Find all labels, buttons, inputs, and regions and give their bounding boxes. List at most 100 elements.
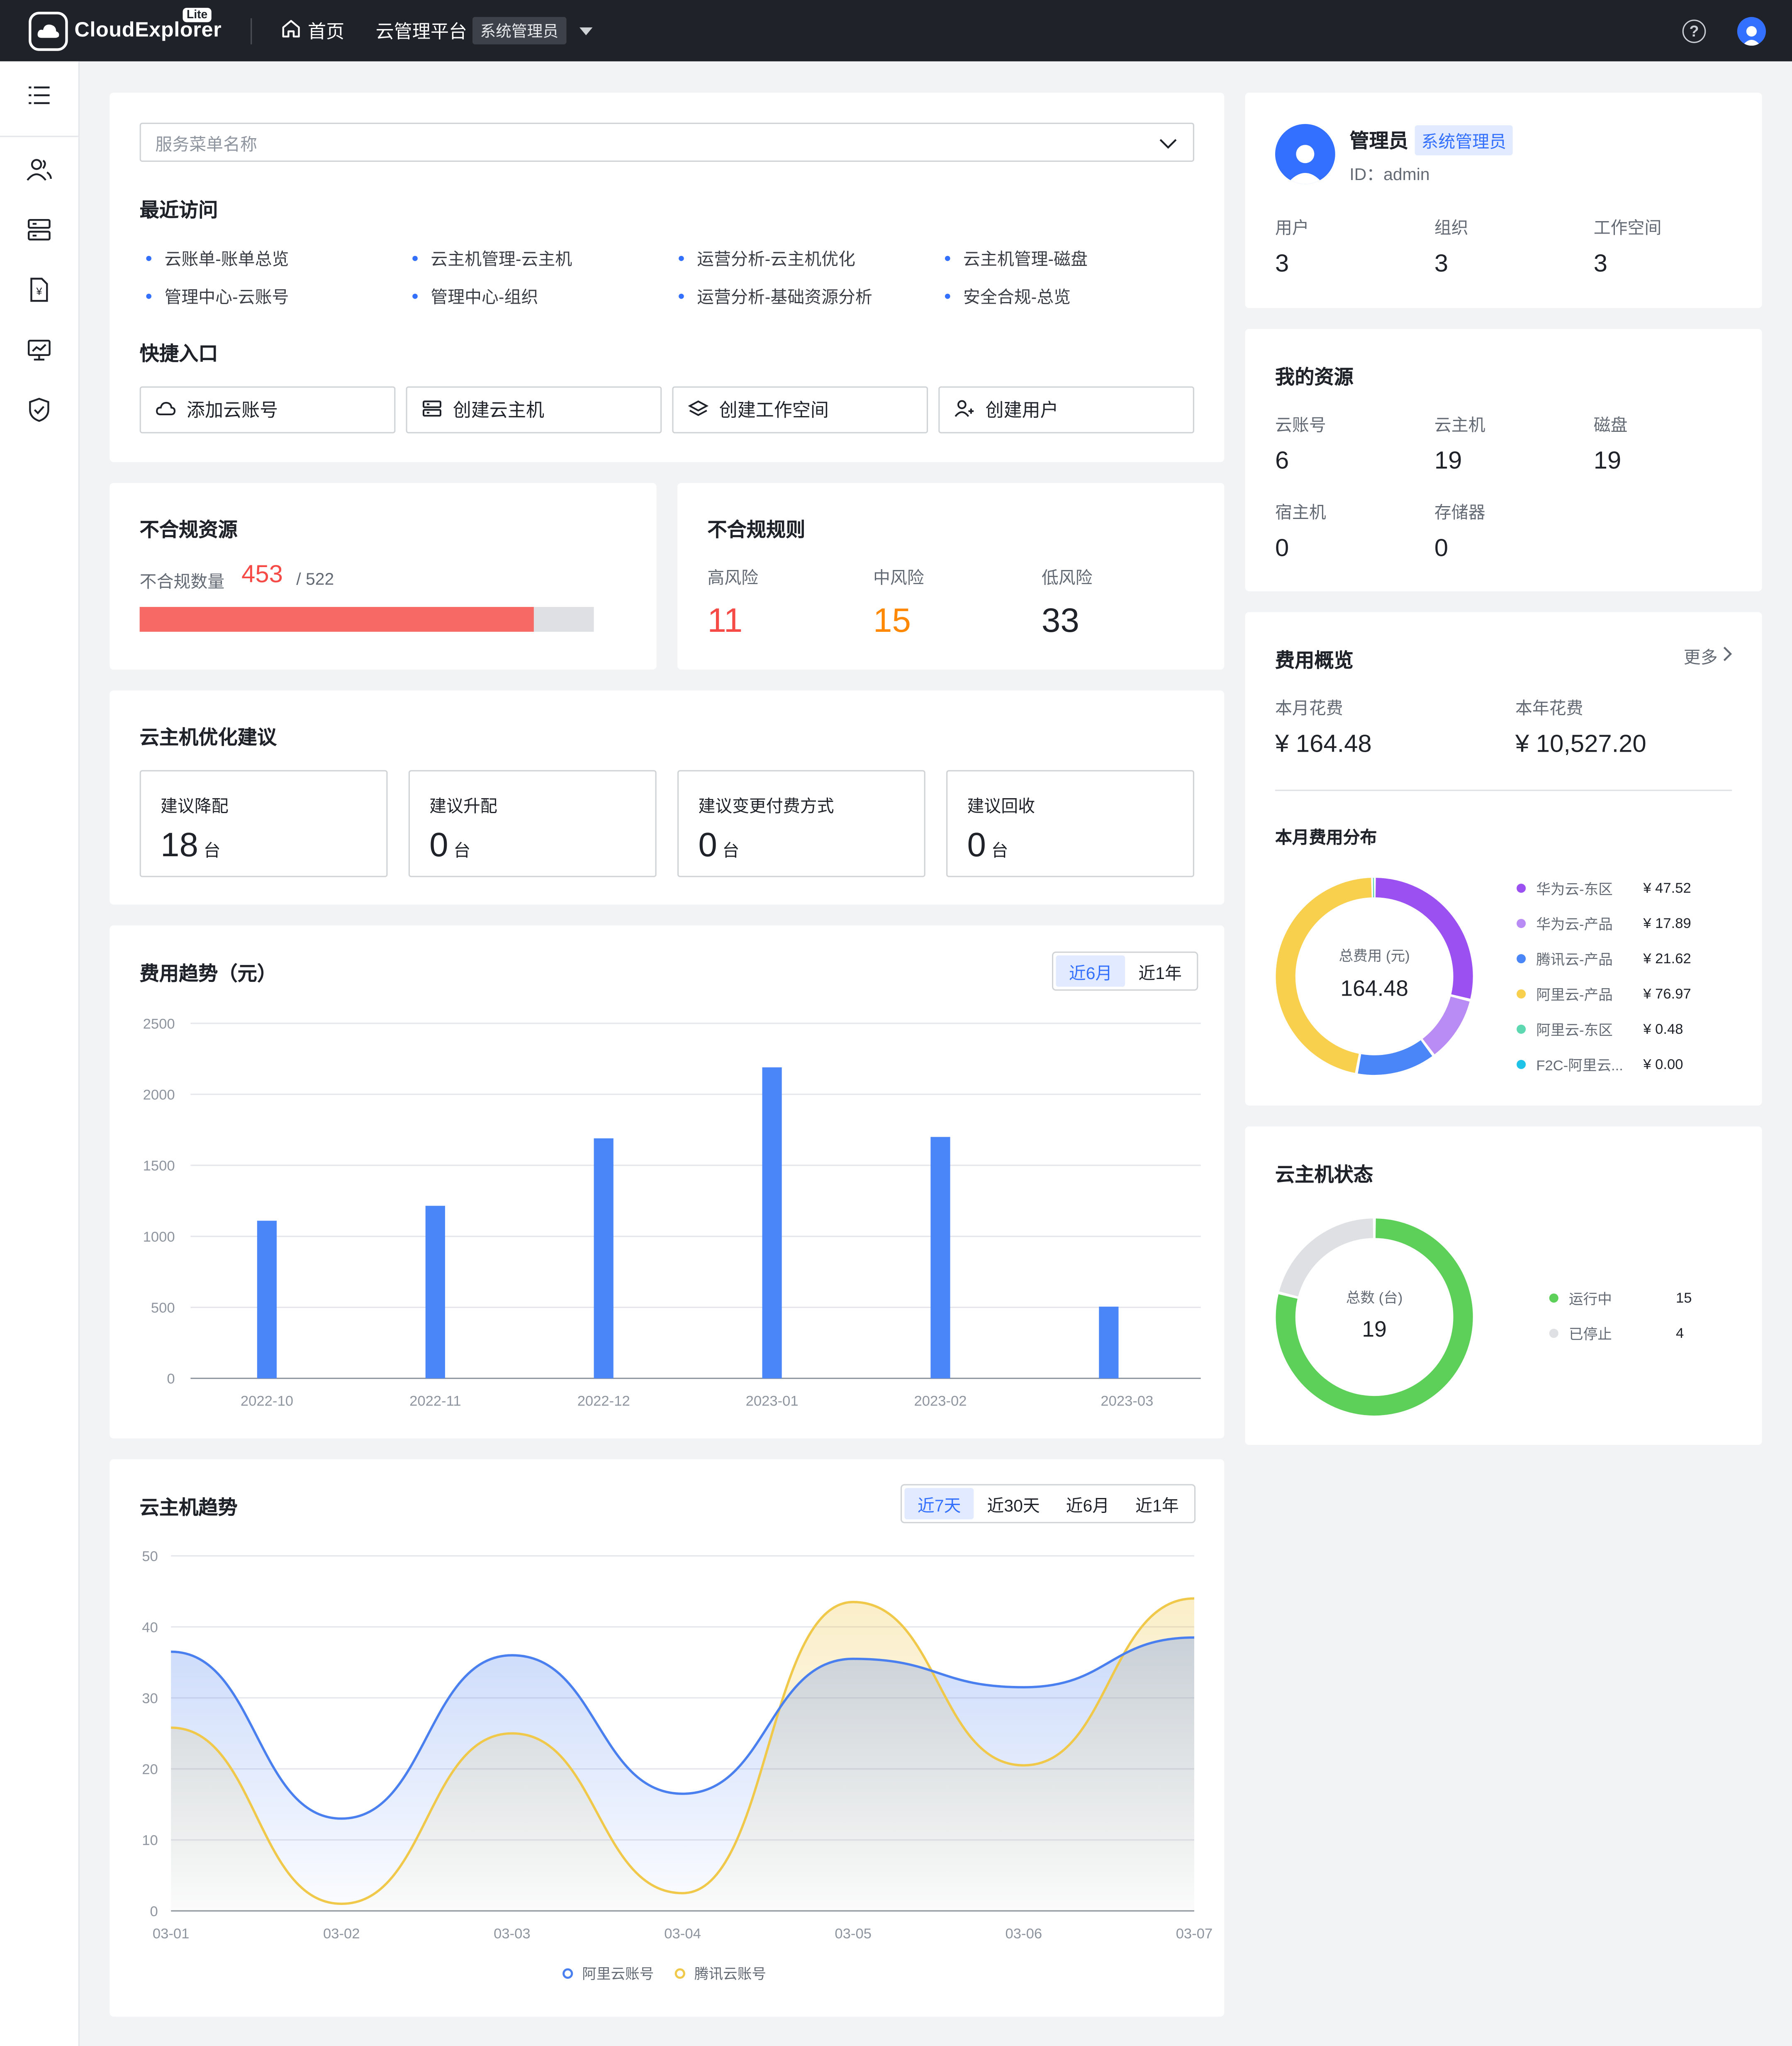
y-tick-label: 0 xyxy=(167,1371,175,1387)
legend-item[interactable]: 运行中 15 xyxy=(1549,1281,1692,1316)
user-id: ID：admin xyxy=(1349,164,1430,184)
tab-1-year[interactable]: 近1年 xyxy=(1138,962,1182,982)
recent-link[interactable]: 管理中心-云账号 xyxy=(140,283,406,308)
high-risk[interactable]: 高风险 11 xyxy=(707,564,758,641)
y-tick-label: 10 xyxy=(142,1833,158,1849)
menu-toggle[interactable] xyxy=(0,61,78,137)
recent-link[interactable]: 云账单-账单总览 xyxy=(140,246,406,270)
legend-item[interactable]: 阿里云-东区 ¥ 0.48 xyxy=(1517,1011,1691,1047)
bar xyxy=(1099,1306,1119,1379)
bar xyxy=(425,1206,445,1379)
high-risk-value: 11 xyxy=(707,600,743,640)
legend-marker xyxy=(562,1968,573,1979)
stat-workspaces-value: 3 xyxy=(1593,251,1608,278)
platform-label: 云管理平台 xyxy=(375,20,467,41)
tab-7-days[interactable]: 近7天 xyxy=(904,1488,974,1520)
recent-link[interactable]: 管理中心-组织 xyxy=(406,283,672,308)
role-chip: 系统管理员 xyxy=(472,17,567,44)
stat-organizations[interactable]: 组织 3 xyxy=(1434,214,1468,279)
medium-risk-label: 中风险 xyxy=(873,568,924,587)
help-icon[interactable]: ? xyxy=(1682,19,1706,43)
suggest-downgrade-value: 18 xyxy=(161,825,199,864)
recent-link[interactable]: 云主机管理-磁盘 xyxy=(938,246,1205,270)
sidebar-item-security[interactable] xyxy=(0,382,78,443)
legend-item[interactable]: 华为云-产品 ¥ 17.89 xyxy=(1517,906,1691,941)
stat-workspaces-label: 工作空间 xyxy=(1593,218,1662,238)
more-link[interactable]: 更多 xyxy=(1684,643,1732,668)
x-tick-label: 03-03 xyxy=(494,1926,531,1941)
sidebar-item-servers[interactable] xyxy=(0,202,78,263)
series-line xyxy=(171,1636,1194,1820)
tab-6-months[interactable]: 近6月 xyxy=(1066,1495,1110,1515)
year-cost: 本年花费 ¥ 10,527.20 xyxy=(1515,694,1646,760)
resource-hosts[interactable]: 宿主机 0 xyxy=(1275,499,1326,564)
donut-slice xyxy=(1422,996,1470,1055)
recent-link[interactable]: 运营分析-基础资源分析 xyxy=(672,283,938,308)
bill-icon: ¥ xyxy=(27,276,51,309)
divider xyxy=(250,17,252,44)
legend-name: 已停止 xyxy=(1568,1327,1612,1343)
legend-item[interactable]: 腾讯云-产品 ¥ 21.62 xyxy=(1517,941,1691,977)
legend-dot xyxy=(1517,919,1526,928)
month-cost-value: ¥ 164.48 xyxy=(1275,731,1372,759)
user-name-row: 管理员 系统管理员 xyxy=(1349,125,1513,156)
add-cloud-account-button[interactable]: 添加云账号 xyxy=(139,386,396,434)
resource-storage[interactable]: 存储器 0 xyxy=(1434,499,1485,564)
legend-item[interactable]: 已停止 4 xyxy=(1549,1316,1692,1351)
menu-icon xyxy=(27,85,51,112)
chevron-right-icon xyxy=(1721,646,1732,665)
suggest-downgrade[interactable]: 建议降配 18 台 xyxy=(139,770,388,877)
sidebar-item-analytics[interactable] xyxy=(0,322,78,382)
resource-value: 19 xyxy=(1434,448,1462,475)
optimization-title: 云主机优化建议 xyxy=(139,727,277,750)
tab-30-days[interactable]: 近30天 xyxy=(987,1495,1040,1515)
user-role-badge: 系统管理员 xyxy=(1415,125,1513,156)
platform-switcher[interactable]: 云管理平台 系统管理员 xyxy=(375,17,593,44)
legend-item[interactable]: 华为云-东区 ¥ 47.52 xyxy=(1517,871,1691,906)
vm-status-donut xyxy=(1276,1218,1473,1416)
home-link[interactable]: 首页 xyxy=(280,17,344,44)
low-risk[interactable]: 低风险 33 xyxy=(1042,564,1093,641)
sidebar-item-users[interactable] xyxy=(0,142,78,202)
create-vm-button[interactable]: 创建云主机 xyxy=(406,386,662,434)
home-icon xyxy=(280,18,308,43)
stat-users[interactable]: 用户 3 xyxy=(1275,214,1309,279)
legend-name: 阿里云-产品 xyxy=(1536,987,1613,1004)
legend-label: 阿里云账号 xyxy=(582,1966,654,1982)
tab-6-months[interactable]: 近6月 xyxy=(1056,955,1125,987)
resource-disks[interactable]: 磁盘 19 xyxy=(1594,411,1628,476)
create-user-button[interactable]: 创建用户 xyxy=(938,386,1194,434)
resource-cloud-accounts[interactable]: 云账号 6 xyxy=(1275,411,1326,476)
series-area xyxy=(171,1637,1194,1911)
service-menu-select[interactable]: 服务菜单名称 xyxy=(139,122,1194,162)
home-label: 首页 xyxy=(308,20,345,41)
cost-trend-title: 费用趋势（元） xyxy=(139,963,277,986)
sidebar-item-bills[interactable]: ¥ xyxy=(0,262,78,322)
logo-text: CloudExplorer xyxy=(74,19,222,41)
medium-risk[interactable]: 中风险 15 xyxy=(873,564,924,641)
recent-link[interactable]: 安全合规-总览 xyxy=(938,283,1205,308)
sidebar: ¥ xyxy=(0,61,80,2046)
stat-workspaces[interactable]: 工作空间 3 xyxy=(1594,214,1662,279)
resource-vms[interactable]: 云主机 19 xyxy=(1434,411,1485,476)
recent-link[interactable]: 运营分析-云主机优化 xyxy=(672,246,938,270)
legend-item[interactable]: 阿里云-产品 ¥ 76.97 xyxy=(1517,977,1691,1012)
legend-dot xyxy=(1517,954,1526,964)
noncompliant-total: / 522 xyxy=(296,569,334,589)
legend-name: F2C-阿里云... xyxy=(1536,1058,1623,1074)
y-tick-label: 500 xyxy=(151,1300,175,1316)
user-avatar-icon[interactable] xyxy=(1737,16,1766,45)
layers-icon xyxy=(688,399,709,421)
recent-link[interactable]: 云主机管理-云主机 xyxy=(406,246,672,270)
app-logo[interactable]: CloudExplorer Lite xyxy=(29,0,222,61)
legend-dot xyxy=(1517,884,1526,893)
legend-name: 华为云-东区 xyxy=(1536,882,1613,898)
legend-item[interactable]: F2C-阿里云... ¥ 0.00 xyxy=(1517,1047,1691,1082)
create-workspace-button[interactable]: 创建工作空间 xyxy=(672,386,928,434)
x-tick-label: 03-06 xyxy=(1006,1926,1042,1941)
donut-slice xyxy=(1375,877,1473,999)
tab-1-year[interactable]: 近1年 xyxy=(1135,1495,1179,1515)
